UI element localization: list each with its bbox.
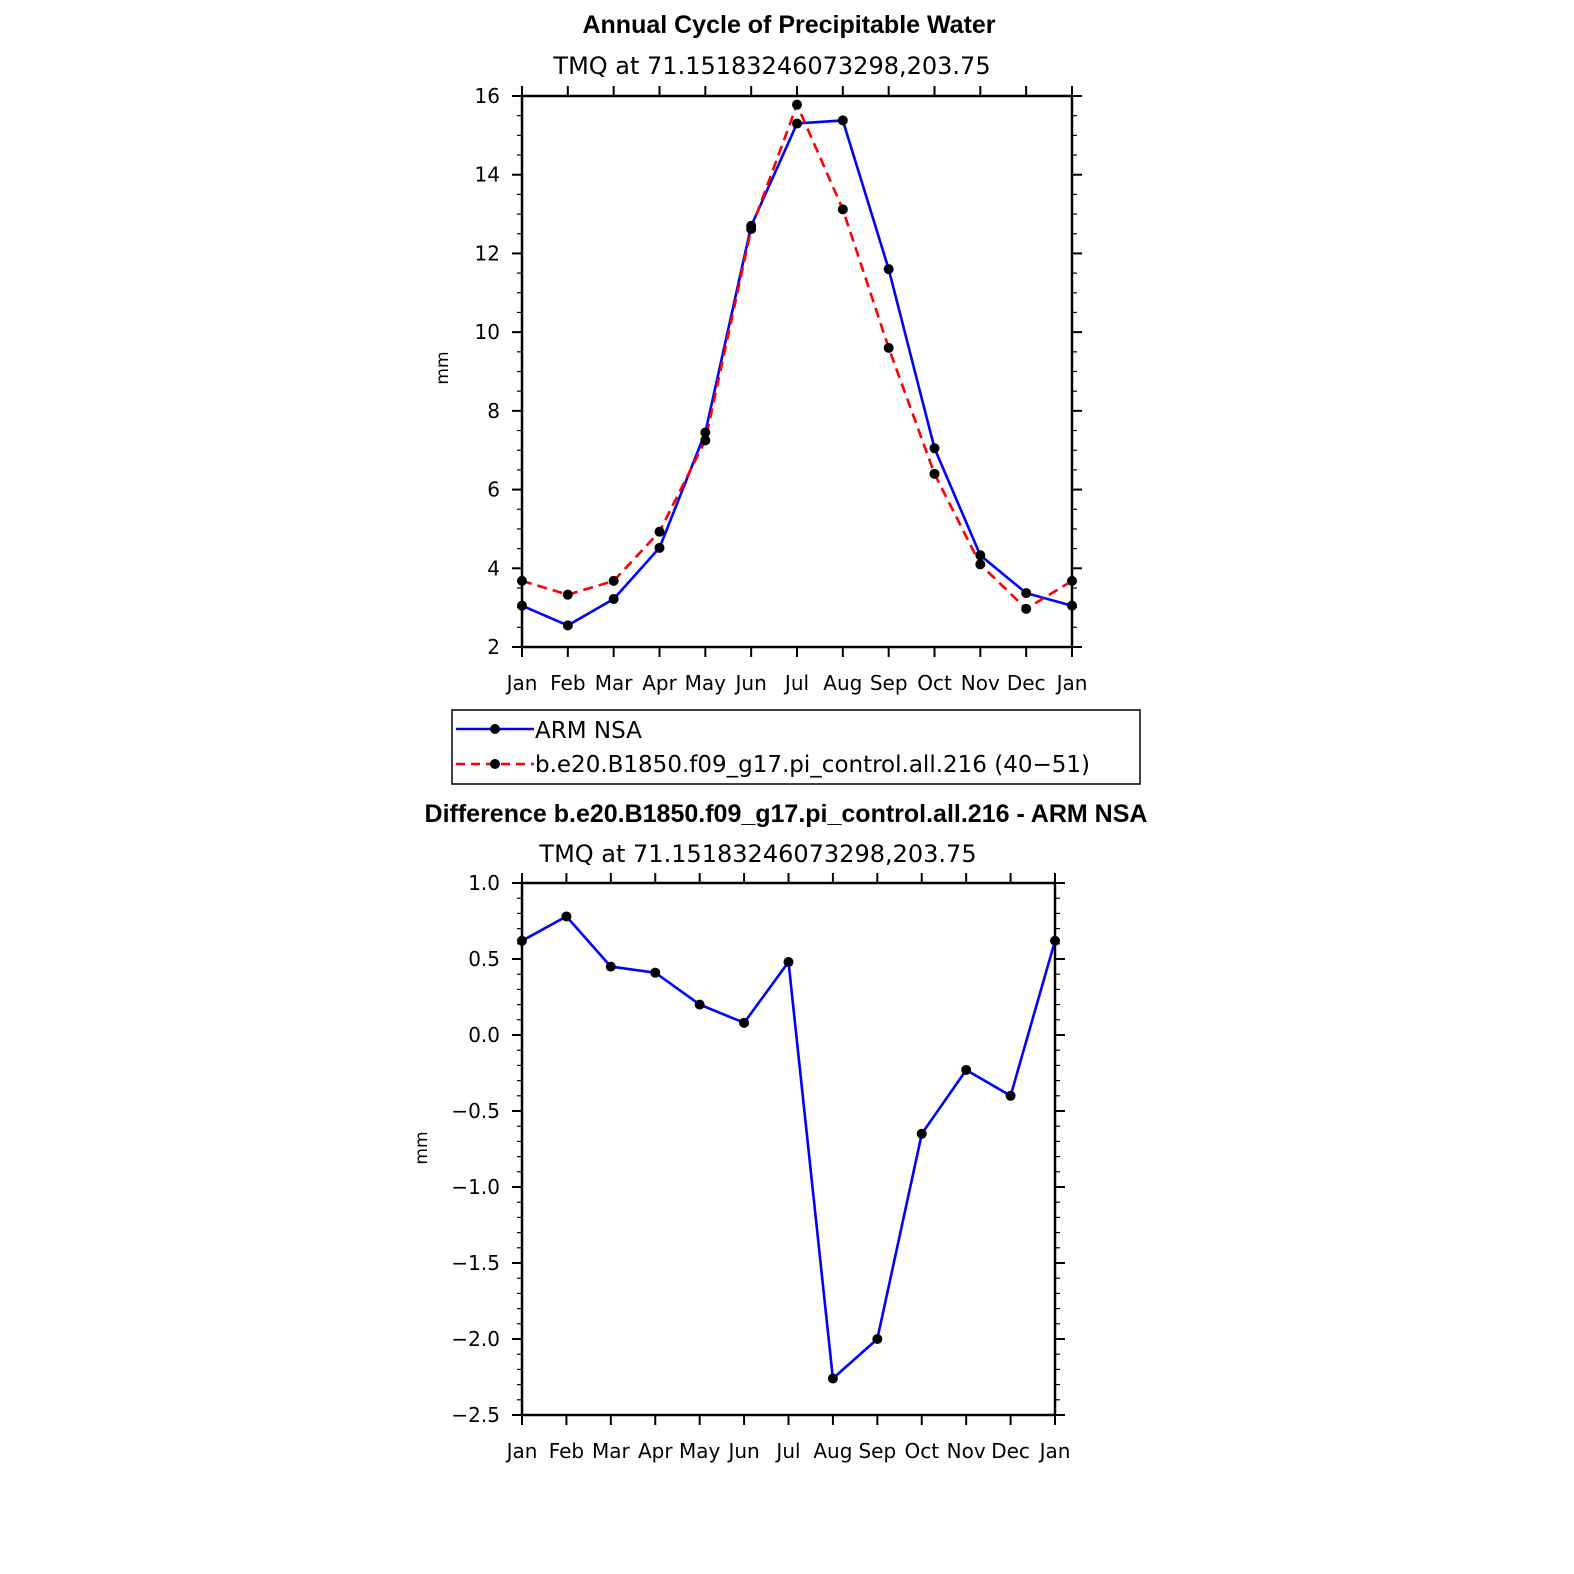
top-series-0-point — [837, 115, 848, 126]
bottom-ytick-label: −1.0 — [451, 1175, 500, 1199]
top-chart-title: Annual Cycle of Precipitable Water — [582, 11, 995, 39]
top-chart-ylabel: mm — [433, 351, 453, 384]
top-series-0-point — [608, 593, 619, 604]
top-series-1-point — [883, 342, 894, 353]
top-series-0-point — [792, 118, 802, 129]
bottom-series-0-point — [916, 1128, 927, 1139]
bottom-chart-ylabel: mm — [412, 1131, 432, 1164]
top-series-0-point — [1067, 600, 1077, 611]
bottom-ytick-label: −1.5 — [451, 1251, 500, 1275]
bottom-ytick-label: 1.0 — [468, 871, 500, 895]
top-xtick-label: May — [685, 671, 727, 695]
legend-label-model: b.e20.B1850.f09_g17.pi_control.all.216 (… — [535, 752, 1090, 778]
top-xtick-label: Dec — [1007, 671, 1046, 695]
top-ytick-label: 12 — [475, 241, 500, 265]
top-ytick-label: 10 — [475, 320, 500, 344]
top-series-line-1 — [521, 101, 1073, 611]
top-series-1-point — [975, 559, 986, 570]
top-series-0-point — [700, 427, 711, 438]
top-xtick-label: Jul — [783, 671, 809, 695]
bottom-xtick-label: Nov — [947, 1439, 986, 1463]
bottom-series-0-point — [1005, 1090, 1016, 1101]
bottom-xtick-label: Jul — [774, 1439, 800, 1463]
top-xtick-label: Apr — [642, 671, 677, 695]
top-series-1-point — [792, 99, 802, 110]
top-series-1-point — [1021, 603, 1032, 614]
top-series-1-point — [608, 575, 619, 586]
bottom-xtick-label: Aug — [813, 1439, 852, 1463]
bottom-series-0-point — [961, 1064, 972, 1075]
top-chart-subtitle: TMQ at 71.15183246073298,203.75 — [552, 52, 990, 80]
bottom-xtick-label: Feb — [549, 1439, 584, 1463]
bottom-ytick-label: −0.5 — [451, 1099, 500, 1123]
bottom-xtick-label: Apr — [638, 1439, 673, 1463]
bottom-series-0-point — [561, 911, 572, 922]
legend-marker-model — [490, 759, 500, 769]
top-series-1-point — [700, 435, 711, 446]
bottom-xtick-label: May — [679, 1439, 721, 1463]
top-series-0-point — [1021, 588, 1032, 599]
legend-box — [451, 709, 1141, 785]
top-xtick-label: Oct — [917, 671, 952, 695]
bottom-xtick-label: Jan — [505, 1439, 538, 1463]
top-xtick-label: Feb — [550, 671, 585, 695]
top-xtick-label: Nov — [961, 671, 1000, 695]
bottom-ytick-label: −2.0 — [451, 1327, 500, 1351]
bottom-xtick-label: Oct — [904, 1439, 939, 1463]
bottom-series-0-point — [694, 999, 705, 1010]
top-series-0-point — [517, 600, 527, 611]
bottom-series-0-point — [872, 1334, 883, 1344]
top-series-1-point — [562, 589, 573, 600]
top-plot-area: 2 4 6 8 10 12 14 16 Jan Feb Mar Apr May Jun Jul Aug Sep O… — [475, 84, 1088, 695]
bottom-chart-title: Difference b.e20.B1850.f09_g17.pi_contro… — [425, 800, 1148, 828]
top-series-1-point — [517, 575, 527, 586]
bottom-chart-subtitle: TMQ at 71.15183246073298,203.75 — [538, 840, 976, 868]
top-ytick-label: 8 — [487, 399, 500, 423]
bottom-series-0-point — [783, 957, 794, 968]
bottom-xtick-label: Jun — [726, 1439, 759, 1463]
bottom-series-0-point — [739, 1017, 750, 1028]
top-series-0-point — [654, 542, 665, 553]
top-series-1-point — [929, 468, 940, 479]
bottom-ytick-label: 0.0 — [468, 1023, 500, 1047]
bottom-series-0-point — [517, 935, 527, 946]
bottom-series-line-0 — [521, 914, 1057, 1382]
top-series-1-point — [1067, 575, 1077, 586]
top-ytick-label: 2 — [487, 635, 500, 659]
top-ytick-label: 6 — [487, 478, 500, 502]
top-series-0-point — [975, 550, 986, 561]
top-series-1-point — [746, 224, 757, 235]
top-series-1-point — [654, 526, 665, 537]
top-xtick-label: Jan — [505, 671, 538, 695]
top-series-0-point — [929, 443, 940, 454]
top-xtick-label: Aug — [823, 671, 862, 695]
legend: ARM NSA b.e20.B1850.f09_g17.pi_control.a… — [451, 709, 1141, 785]
bottom-xtick-label: Sep — [858, 1439, 896, 1463]
bottom-series-0-point — [650, 967, 661, 978]
bottom-series-0-point — [827, 1373, 838, 1384]
bottom-series-0-point — [605, 961, 616, 972]
top-xtick-label: Mar — [595, 671, 634, 695]
top-series-0-point — [562, 620, 573, 631]
bottom-xtick-label: Mar — [592, 1439, 631, 1463]
bottom-series-0-point — [1050, 935, 1060, 946]
bottom-plot-area: −2.5 −2.0 −1.5 −1.0 −0.5 0.0 0.5 1.0 Jan Feb Mar Ap… — [451, 871, 1070, 1463]
top-series-1-point — [837, 204, 848, 215]
top-series-line-0 — [521, 119, 1073, 627]
bottom-ytick-label: 0.5 — [468, 947, 500, 971]
top-ytick-label: 14 — [475, 163, 500, 187]
legend-marker-arm — [490, 724, 500, 734]
top-xtick-label: Jan — [1055, 671, 1088, 695]
top-series-0-point — [883, 264, 894, 275]
top-xtick-label: Jun — [734, 671, 767, 695]
bottom-ytick-label: −2.5 — [451, 1403, 500, 1427]
top-xtick-label: Sep — [870, 671, 908, 695]
top-ytick-label: 4 — [487, 556, 500, 580]
top-ytick-label: 16 — [475, 84, 500, 108]
bottom-xtick-label: Dec — [991, 1439, 1030, 1463]
bottom-xtick-label: Jan — [1038, 1439, 1071, 1463]
legend-label-arm: ARM NSA — [535, 718, 642, 744]
